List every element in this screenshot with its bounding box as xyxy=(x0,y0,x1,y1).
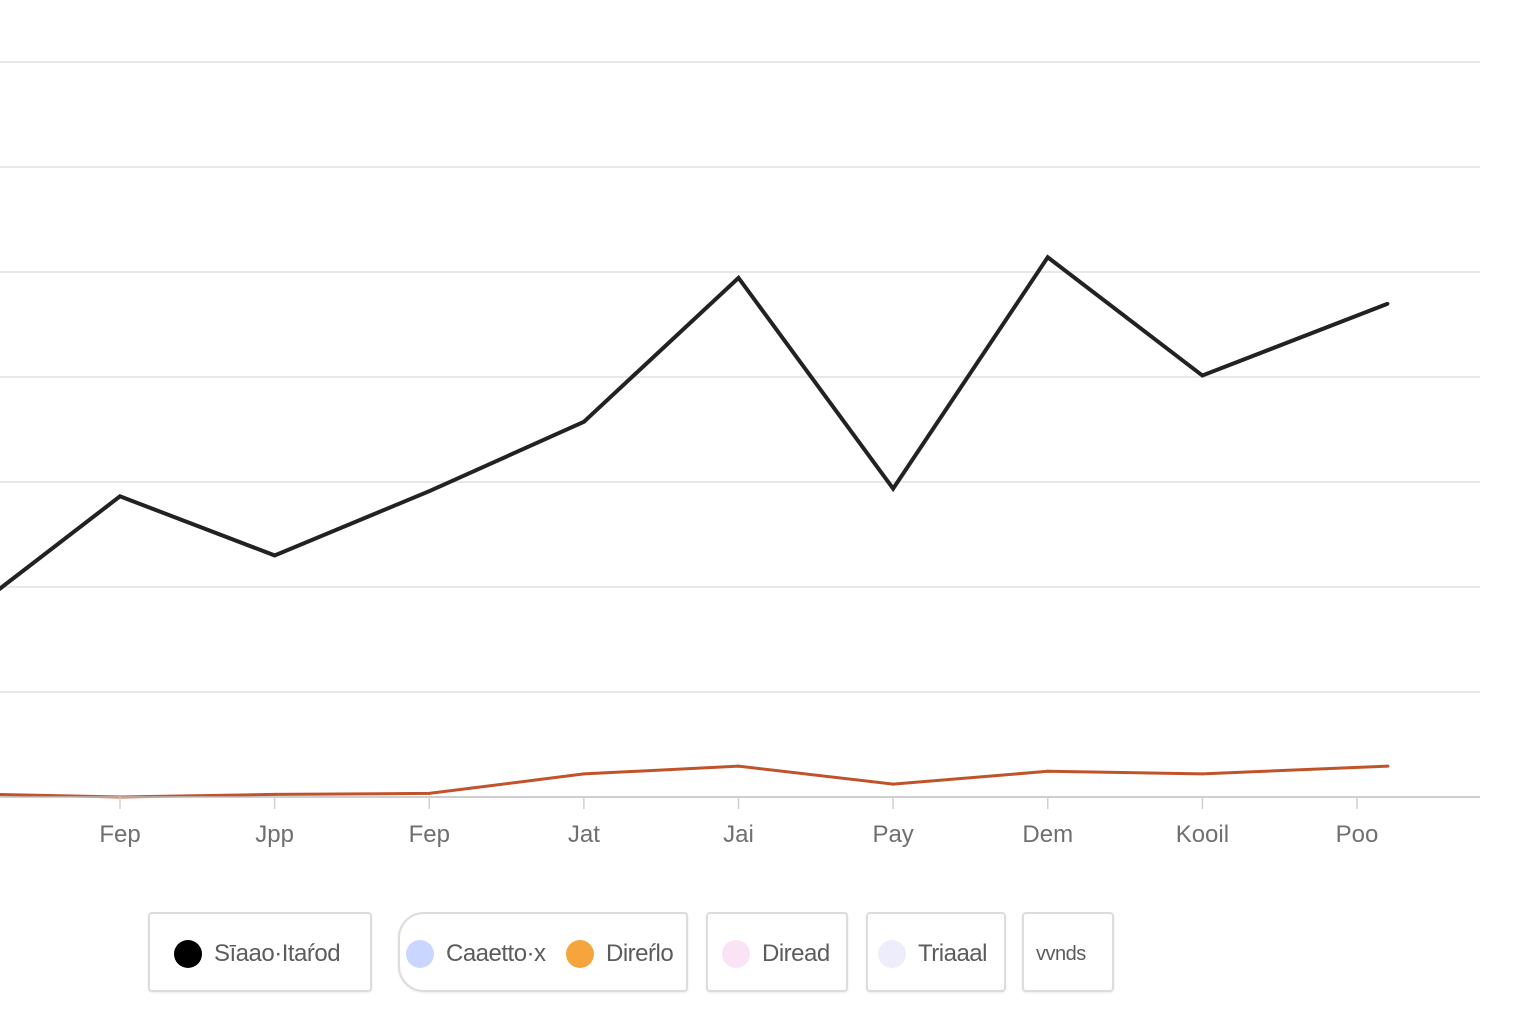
x-tick-label: Fep xyxy=(409,821,450,848)
data-point xyxy=(427,791,431,795)
legend-item-series-3[interactable]: Direŕlo xyxy=(566,914,674,994)
legend-label: Diread xyxy=(762,940,830,967)
data-point xyxy=(891,487,895,491)
data-point xyxy=(1046,769,1050,773)
legend-item-series-2[interactable]: Caaetto·x xyxy=(406,914,546,994)
legend-label: Direŕlo xyxy=(606,940,674,967)
legend-box-1: Sīaao·Itaŕod xyxy=(148,912,372,992)
legend-box-3: Diread xyxy=(706,912,848,992)
x-tick-label: Pay xyxy=(872,821,913,848)
x-tick-label: Poo xyxy=(1336,821,1379,848)
legend-box-4: Triaaal xyxy=(866,912,1006,992)
legend-label: vvnds xyxy=(1036,942,1086,965)
line-chart: Fep Jpp Fep Jat Jai Pay Dem Kooil Poo xyxy=(0,61,1480,848)
legend-box-5: vvnds xyxy=(1022,912,1114,992)
legend-swatch xyxy=(722,940,750,968)
x-tick-label: Jat xyxy=(568,821,600,848)
data-point xyxy=(582,420,586,424)
data-point xyxy=(1046,255,1050,259)
chart-canvas: Fep Jpp Fep Jat Jai Pay Dem Kooil Poo xyxy=(0,61,1480,848)
series-line-2 xyxy=(0,764,1388,799)
legend-box-2: Caaetto·x Direŕlo xyxy=(398,912,688,992)
legend-item-series-6[interactable]: vvnds xyxy=(1036,914,1086,994)
legend-label: Caaetto·x xyxy=(446,940,546,967)
data-point xyxy=(582,772,586,776)
data-point xyxy=(273,553,277,557)
data-point xyxy=(1386,764,1390,768)
x-tick-label: Jpp xyxy=(255,821,294,848)
data-point xyxy=(1200,374,1204,378)
legend-item-series-1[interactable]: Sīaao·Itaŕod xyxy=(174,914,341,994)
series-lines xyxy=(0,254,1390,799)
legend-swatch xyxy=(174,940,202,968)
data-point xyxy=(737,764,740,768)
legend-item-series-5[interactable]: Triaaal xyxy=(878,914,987,994)
x-tick-label: Dem xyxy=(1022,821,1073,848)
legend-item-series-4[interactable]: Diread xyxy=(722,914,830,994)
x-tick-label: Kooil xyxy=(1176,821,1229,848)
data-point xyxy=(427,489,431,493)
data-point xyxy=(1386,302,1390,306)
x-tick-label: Jai xyxy=(723,821,754,848)
legend-swatch xyxy=(566,940,594,968)
data-point xyxy=(891,782,895,786)
data-point xyxy=(737,276,740,280)
data-point xyxy=(118,494,122,498)
gridlines xyxy=(0,61,1480,693)
x-axis: Fep Jpp Fep Jat Jai Pay Dem Kooil Poo xyxy=(0,796,1480,848)
legend-label: Triaaal xyxy=(918,940,987,967)
x-tick-label: Fep xyxy=(99,821,140,848)
legend-label: Sīaao·Itaŕod xyxy=(214,940,341,967)
legend-swatch xyxy=(406,940,434,968)
data-point xyxy=(1200,772,1204,776)
legend-swatch xyxy=(878,940,906,968)
data-point xyxy=(273,792,277,796)
series-line-1 xyxy=(0,254,1389,592)
